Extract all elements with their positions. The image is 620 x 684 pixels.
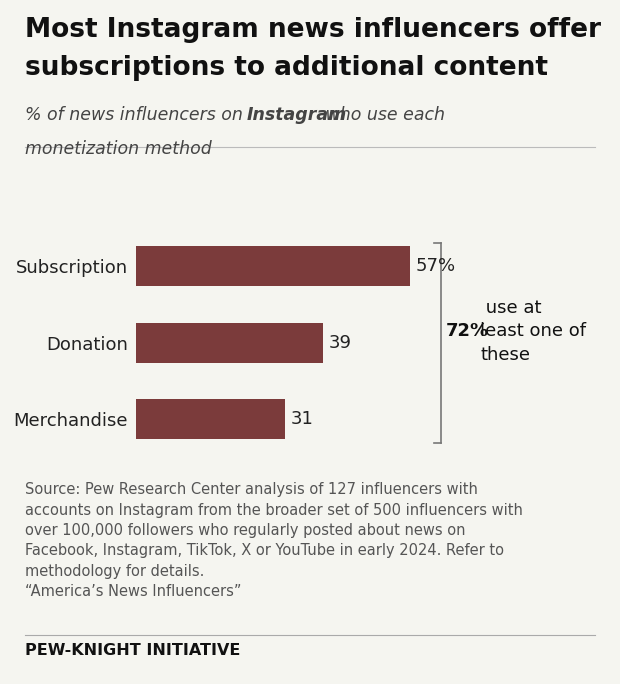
Text: 57%: 57% [415,257,456,276]
Text: Source: Pew Research Center analysis of 127 influencers with
accounts on Instagr: Source: Pew Research Center analysis of … [25,482,523,599]
Text: 72%: 72% [446,322,489,341]
Text: PEW-KNIGHT INITIATIVE: PEW-KNIGHT INITIATIVE [25,643,240,658]
Text: monetization method: monetization method [25,140,211,158]
Bar [136,323,324,363]
Text: % of news influencers on: % of news influencers on [25,106,248,124]
Bar [136,399,285,439]
Text: Most Instagram news influencers offer: Most Instagram news influencers offer [25,17,601,43]
Text: use at
least one of
these: use at least one of these [480,299,586,364]
Text: who use each: who use each [320,106,445,124]
Text: subscriptions to additional content: subscriptions to additional content [25,55,548,81]
Text: 39: 39 [329,334,352,352]
Text: 31: 31 [291,410,314,428]
Text: Instagram: Instagram [247,106,347,124]
Bar [136,246,410,286]
